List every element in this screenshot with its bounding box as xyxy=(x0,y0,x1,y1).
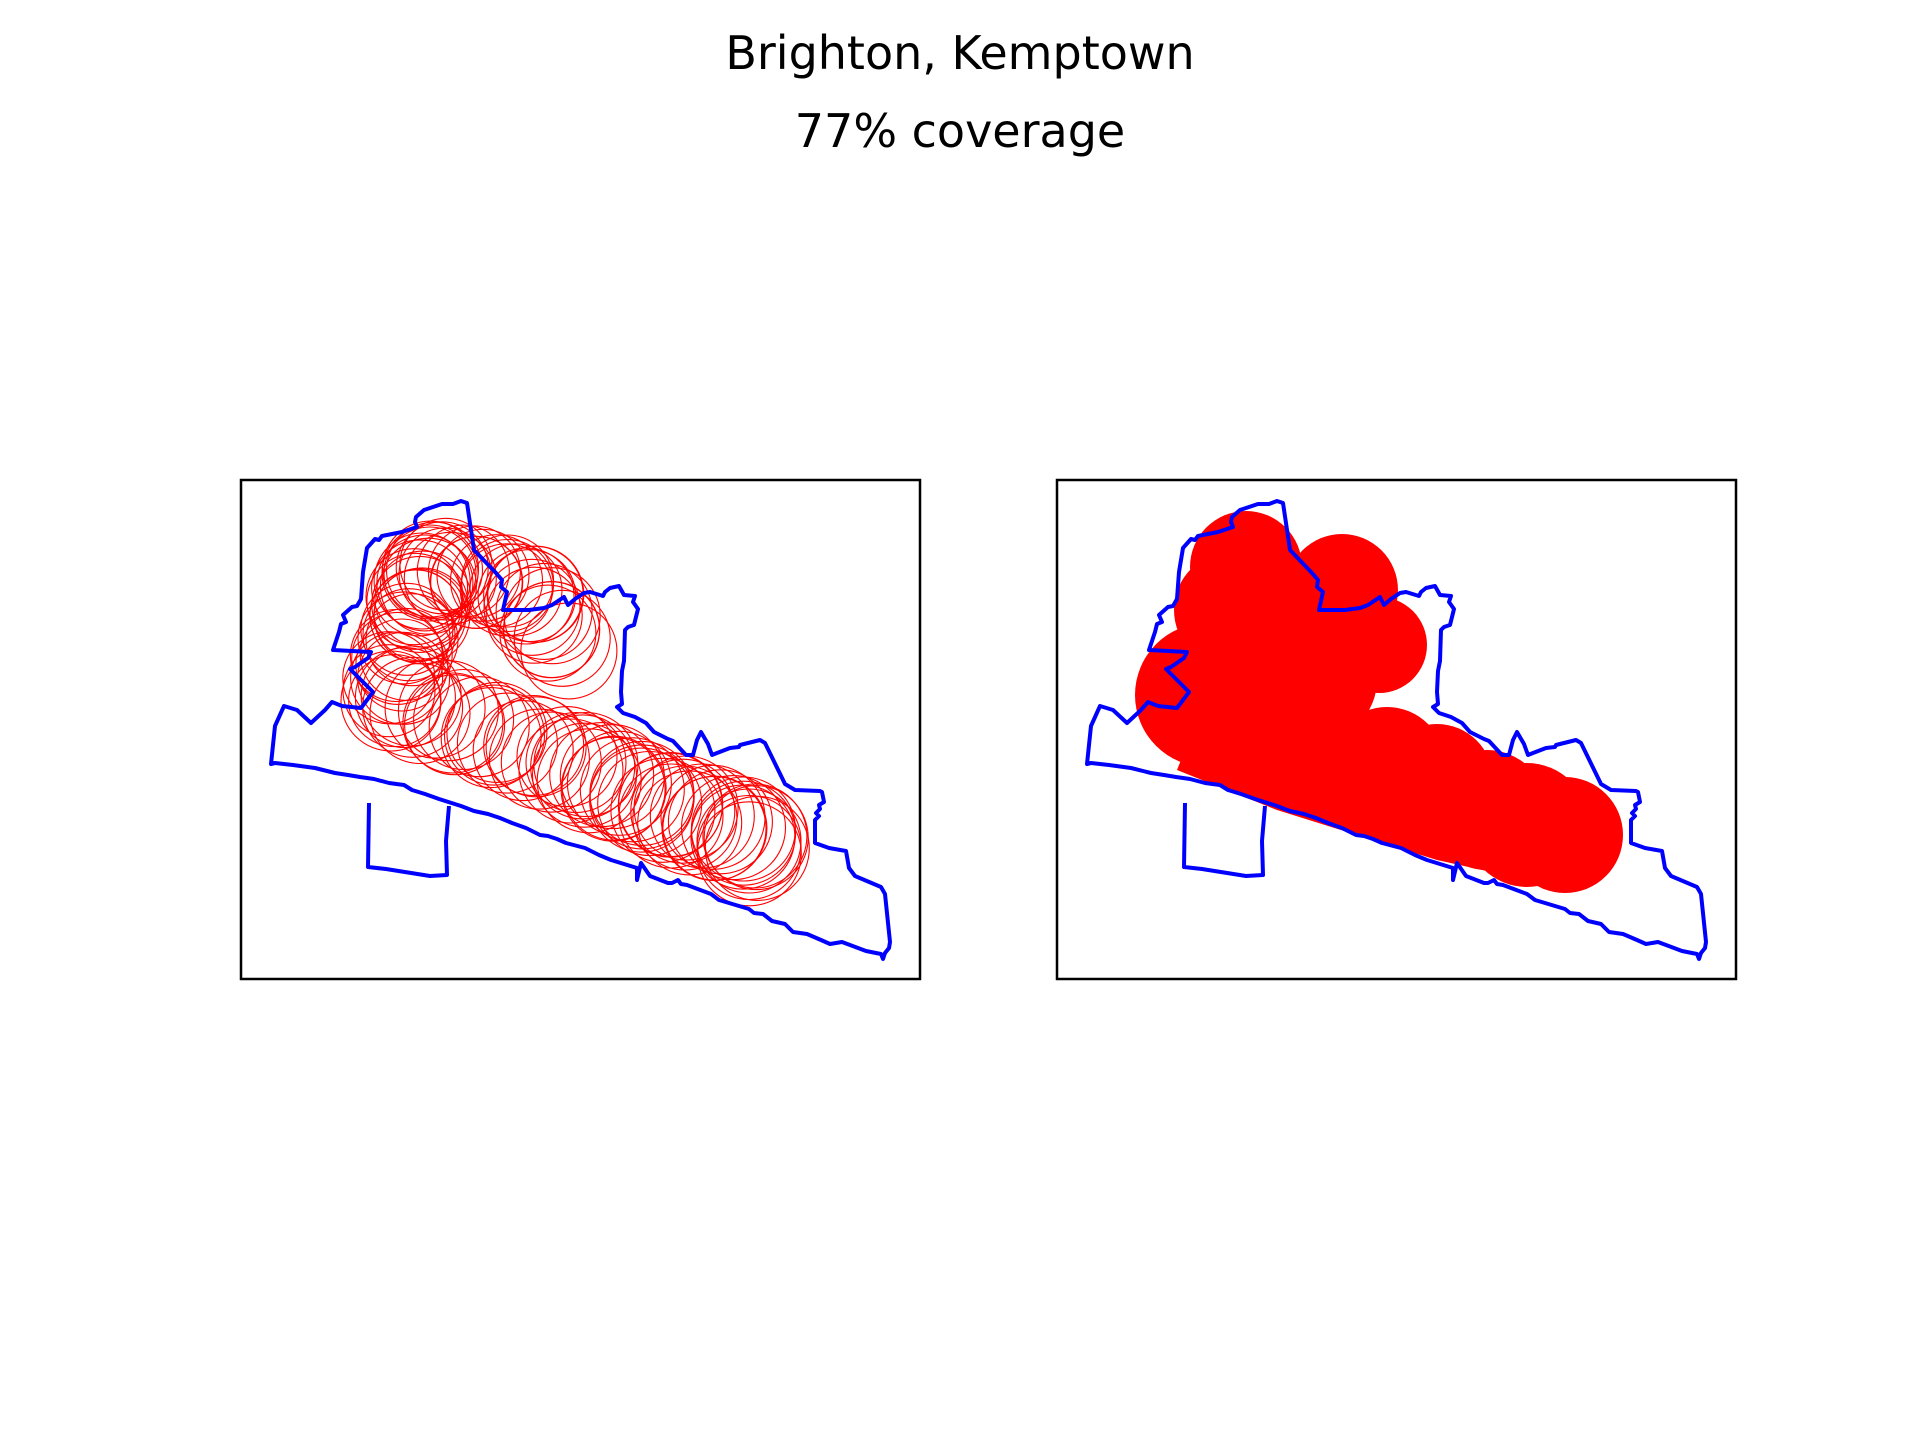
coverage-circle xyxy=(349,608,443,703)
ward-boundary xyxy=(1085,499,1708,961)
coverage-circle xyxy=(487,545,585,643)
left-map-panel xyxy=(239,478,922,981)
coverage-circle xyxy=(402,672,504,774)
coverage-circle xyxy=(518,718,624,824)
coverage-circle xyxy=(485,566,583,664)
coverage-circle xyxy=(483,558,581,656)
coverage-circle xyxy=(704,795,810,901)
coverage-circle xyxy=(516,706,618,808)
coverage-circle xyxy=(365,593,459,687)
coverage-circle xyxy=(428,676,530,778)
coverage-circle xyxy=(443,684,546,786)
right-map-panel xyxy=(1055,478,1738,981)
ward-boundary-annex xyxy=(1182,802,1267,878)
coverage-circle xyxy=(371,539,469,637)
coverage-circle xyxy=(477,547,575,645)
coverage-fill xyxy=(1177,695,1572,880)
coverage-circle xyxy=(499,584,597,682)
coverage-circle xyxy=(503,580,601,679)
coverage-disc xyxy=(1257,620,1377,740)
coverage-circle xyxy=(485,696,587,798)
coverage-circle xyxy=(342,644,436,738)
coverage-circle xyxy=(384,657,486,759)
coverage-circle xyxy=(456,692,558,794)
ward-boundary xyxy=(269,499,892,961)
coverage-circle xyxy=(632,765,738,871)
coverage-circle xyxy=(566,730,672,836)
coverage-circle xyxy=(630,758,736,864)
coverage-circle xyxy=(649,763,755,869)
coverage-circle xyxy=(667,769,773,875)
coverage-circle xyxy=(495,562,593,660)
coverage-circle xyxy=(404,674,506,776)
chart-title: Brighton, Kemptown xyxy=(725,26,1195,80)
coverage-circle xyxy=(472,700,574,802)
coverage-circle xyxy=(559,724,665,830)
coverage-circle xyxy=(340,650,442,752)
coverage-circle xyxy=(369,662,471,765)
coverage-circle xyxy=(610,757,716,863)
coverage-circle xyxy=(690,776,796,882)
coverage-circle xyxy=(354,647,456,749)
coverage-circle xyxy=(589,747,695,853)
ward-boundary-annex xyxy=(366,802,451,878)
coverage-circle xyxy=(348,654,442,748)
coverage-circle xyxy=(579,737,685,843)
coverage-circle xyxy=(446,681,548,783)
coverage-circle xyxy=(383,526,477,620)
coverage-circle xyxy=(513,589,611,687)
coverage-circle xyxy=(360,582,454,676)
coverage-circle xyxy=(366,552,464,650)
coverage-circle xyxy=(500,711,602,813)
chart-subtitle: 77% coverage xyxy=(794,104,1126,158)
coverage-circle xyxy=(488,708,590,810)
coverage-circle xyxy=(357,591,451,685)
coverage-circle xyxy=(429,535,523,629)
coverage-circle xyxy=(503,567,601,665)
axes-frame xyxy=(239,478,922,981)
coverage-circle xyxy=(531,722,638,828)
coverage-circle xyxy=(449,534,544,628)
axes-frame xyxy=(1055,478,1738,981)
map-content xyxy=(1085,499,1708,961)
coverage-circle xyxy=(696,801,802,907)
map-content xyxy=(269,499,892,961)
coverage-circle xyxy=(702,783,808,889)
coverage-circle xyxy=(373,532,471,630)
